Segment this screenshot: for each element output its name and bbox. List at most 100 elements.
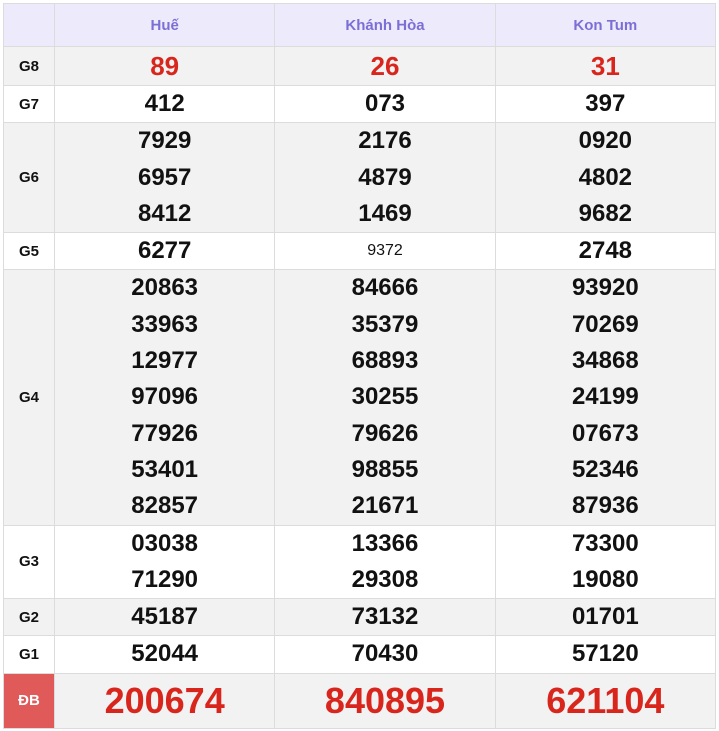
result-cell: 200674 <box>53 672 276 729</box>
result-cell: 9372 <box>274 232 496 271</box>
result-cell: 52044 <box>53 635 276 674</box>
result-number: 2176 <box>358 127 412 155</box>
prize-label: G1 <box>3 635 55 674</box>
prize-row: G6 7929 6957 8412 2176 4879 1469 0920 4802 9682 <box>3 122 717 234</box>
result-number: 12977 <box>131 347 199 375</box>
result-number: 840895 <box>324 679 446 721</box>
result-cell: 01701 <box>494 598 717 637</box>
prize-row: G7 412 073 397 <box>3 84 717 124</box>
result-number: 84666 <box>351 274 419 302</box>
result-number: 33963 <box>131 310 199 338</box>
prize-row: ĐB 200674 840895 621104 <box>3 672 717 729</box>
result-cell: 26 <box>274 46 496 86</box>
result-cell: 7929 6957 8412 <box>53 122 276 234</box>
result-number: 21671 <box>351 492 419 520</box>
result-number: 53401 <box>131 455 199 483</box>
corner-cell <box>3 3 55 47</box>
prize-label: G7 <box>3 84 55 124</box>
result-cell: 03038 71290 <box>53 524 276 600</box>
result-number: 0920 <box>578 127 633 155</box>
prize-row: G2 45187 73132 01701 <box>3 598 717 637</box>
result-number: 52346 <box>571 455 639 483</box>
result-cell: 412 <box>53 84 276 124</box>
result-cell: 93920 70269 34868 24199 07673 52346 87936 <box>494 269 717 526</box>
prize-label: G6 <box>3 122 55 234</box>
result-number: 6277 <box>137 237 192 265</box>
result-number: 1469 <box>358 199 412 227</box>
result-number: 29308 <box>351 565 419 593</box>
result-number: 57120 <box>571 640 639 668</box>
result-number: 20863 <box>131 274 199 302</box>
result-cell: 89 <box>53 46 276 86</box>
result-number: 98855 <box>351 455 419 483</box>
result-number: 70430 <box>351 640 419 668</box>
result-number: 7929 <box>137 127 192 155</box>
result-cell: 57120 <box>494 635 717 674</box>
result-number: 73132 <box>351 603 419 631</box>
result-number: 8412 <box>137 199 192 227</box>
result-number: 97096 <box>131 383 199 411</box>
province-kon-tum[interactable]: Kon Tum <box>494 3 717 47</box>
prize-row: G8 89 26 31 <box>3 46 717 86</box>
result-cell: 2748 <box>494 232 717 271</box>
prize-row: G3 03038 71290 13366 29308 73300 19080 <box>3 524 717 600</box>
lottery-results-table: Huế Khánh Hòa Kon Tum G8 89 26 31 G7 412 073 39… <box>3 3 717 729</box>
result-number: 6957 <box>137 163 192 191</box>
result-number: 073 <box>364 90 406 117</box>
result-cell: 0920 4802 9682 <box>494 122 717 234</box>
result-number: 73300 <box>571 529 639 557</box>
result-number: 2748 <box>578 237 633 265</box>
result-number: 31 <box>590 51 620 81</box>
result-number: 397 <box>585 90 626 117</box>
result-number: 13366 <box>351 529 419 557</box>
result-cell: 397 <box>494 84 717 124</box>
result-cell: 45187 <box>53 598 276 637</box>
result-cell: 73132 <box>274 598 496 637</box>
result-number: 77926 <box>131 419 199 447</box>
result-cell: 84666 35379 68893 30255 79626 98855 21671 <box>274 269 496 526</box>
prize-label: G2 <box>3 598 55 637</box>
prize-label: G3 <box>3 524 55 600</box>
result-number: 52044 <box>131 640 199 668</box>
result-number: 621104 <box>546 679 665 721</box>
result-number: 200674 <box>104 679 225 721</box>
result-cell: 73300 19080 <box>494 524 717 600</box>
result-number: 70269 <box>571 310 639 338</box>
result-number: 68893 <box>351 347 419 375</box>
prize-label: ĐB <box>3 672 55 729</box>
result-number: 4802 <box>578 163 633 191</box>
result-number: 35379 <box>351 310 419 338</box>
result-number: 45187 <box>131 603 199 631</box>
prize-row: G5 6277 9372 2748 <box>3 232 717 271</box>
result-cell: 31 <box>494 46 717 86</box>
result-number: 9682 <box>578 199 633 227</box>
result-number: 82857 <box>131 492 199 520</box>
result-number: 07673 <box>571 419 639 447</box>
result-number: 24199 <box>571 383 639 411</box>
province-khanh-hoa[interactable]: Khánh Hòa <box>274 3 496 47</box>
result-number: 03038 <box>131 529 199 557</box>
result-cell: 6277 <box>53 232 276 271</box>
result-number: 93920 <box>571 274 639 302</box>
result-number: 412 <box>144 90 185 117</box>
province-hue[interactable]: Huế <box>53 3 276 47</box>
prize-row: G4 20863 33963 12977 97096 77926 53401 82857 846… <box>3 269 717 526</box>
result-number: 4879 <box>358 163 412 191</box>
prize-label: G8 <box>3 46 55 86</box>
prize-label: G4 <box>3 269 55 526</box>
result-number: 01701 <box>571 603 639 631</box>
result-cell: 073 <box>274 84 496 124</box>
result-number: 79626 <box>351 419 419 447</box>
result-cell: 70430 <box>274 635 496 674</box>
result-number: 9372 <box>367 242 403 260</box>
prize-row: G1 52044 70430 57120 <box>3 635 717 674</box>
result-cell: 13366 29308 <box>274 524 496 600</box>
result-number: 19080 <box>571 565 639 593</box>
prize-label: G5 <box>3 232 55 271</box>
result-number: 34868 <box>571 347 639 375</box>
result-cell: 840895 <box>274 672 496 729</box>
result-number: 26 <box>370 51 400 81</box>
result-number: 30255 <box>351 383 419 411</box>
header-row: Huế Khánh Hòa Kon Tum <box>3 3 717 47</box>
result-cell: 20863 33963 12977 97096 77926 53401 82857 <box>53 269 276 526</box>
